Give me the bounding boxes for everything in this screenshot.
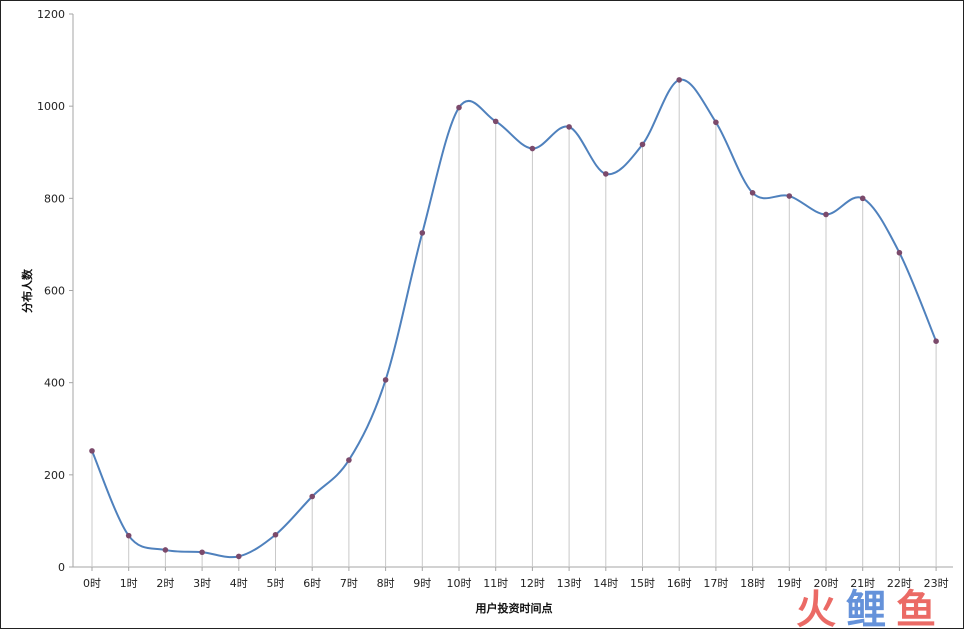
x-tick-label: 16时 <box>667 577 692 590</box>
x-tick-label: 10时 <box>447 577 472 590</box>
watermark-char: 鲤 <box>846 587 886 628</box>
x-tick-label: 18时 <box>740 577 765 590</box>
data-point <box>492 118 499 125</box>
x-tick-label: 14时 <box>593 577 618 590</box>
data-point <box>89 448 95 454</box>
data-point <box>859 195 866 202</box>
x-axis-title: 用户投资时间点 <box>476 601 553 615</box>
data-point <box>603 171 609 177</box>
y-tick-label: 0 <box>58 561 65 574</box>
series-line-group <box>91 78 938 559</box>
y-tick-label: 200 <box>44 469 65 482</box>
data-point <box>199 549 205 556</box>
tick-labels: 0 200 400 600 800 1000 1200 0时 1时 2时 3时 4时 5时 6时 7时 8时 9… <box>37 8 949 590</box>
data-point <box>749 190 756 196</box>
data-point <box>933 338 939 344</box>
y-tick-label: 600 <box>44 285 65 298</box>
data-point <box>529 145 536 152</box>
x-tick-label: 15时 <box>630 577 655 590</box>
drop-lines <box>91 79 937 567</box>
x-tick-label: 23时 <box>924 577 949 590</box>
x-tick-label: 2时 <box>156 577 174 590</box>
x-tick-label: 19时 <box>777 577 802 590</box>
data-point <box>236 553 242 560</box>
watermark-char: 火 <box>796 587 836 628</box>
x-tick-label: 20时 <box>814 577 839 590</box>
x-tick-label: 22时 <box>887 577 912 590</box>
x-tick-label: 11时 <box>483 577 508 590</box>
data-point <box>566 124 572 130</box>
data-point <box>676 77 682 83</box>
x-tick-label: 17时 <box>703 577 728 590</box>
y-tick-label: 800 <box>44 192 65 205</box>
y-tick-label: 1200 <box>37 8 65 21</box>
y-tick-label: 400 <box>44 377 65 390</box>
x-tick-label: 5时 <box>267 577 285 590</box>
series-line <box>91 78 938 559</box>
data-point <box>823 211 829 218</box>
x-tick-label: 6时 <box>303 577 321 590</box>
axes <box>69 13 953 571</box>
data-point <box>713 119 719 126</box>
data-point <box>639 141 646 148</box>
x-tick-label: 21时 <box>850 577 875 590</box>
data-point <box>456 104 462 111</box>
x-tick-label: 3时 <box>193 577 211 590</box>
x-tick-label: 4时 <box>230 577 248 590</box>
y-axis-title: 分布人数 <box>20 268 34 313</box>
data-point <box>125 532 132 539</box>
data-point <box>896 249 903 256</box>
watermark-char: 鱼 <box>896 587 936 628</box>
data-point <box>162 547 169 553</box>
data-point <box>309 493 316 500</box>
x-tick-label: 1时 <box>120 577 138 590</box>
x-tick-label: 13时 <box>557 577 582 590</box>
data-markers <box>89 77 939 560</box>
data-point <box>346 457 352 463</box>
x-tick-label: 12时 <box>520 577 545 590</box>
x-tick-label: 7时 <box>340 577 358 590</box>
data-point <box>419 230 426 236</box>
x-tick-label: 8时 <box>377 577 395 590</box>
data-point <box>786 193 793 199</box>
x-tick-label: 0时 <box>83 577 101 590</box>
x-tick-label: 9时 <box>413 577 431 590</box>
data-point <box>382 377 389 383</box>
watermark-logo: 火 鲤 鱼 <box>796 587 936 628</box>
data-point <box>272 531 279 538</box>
y-tick-label: 1000 <box>37 100 65 113</box>
